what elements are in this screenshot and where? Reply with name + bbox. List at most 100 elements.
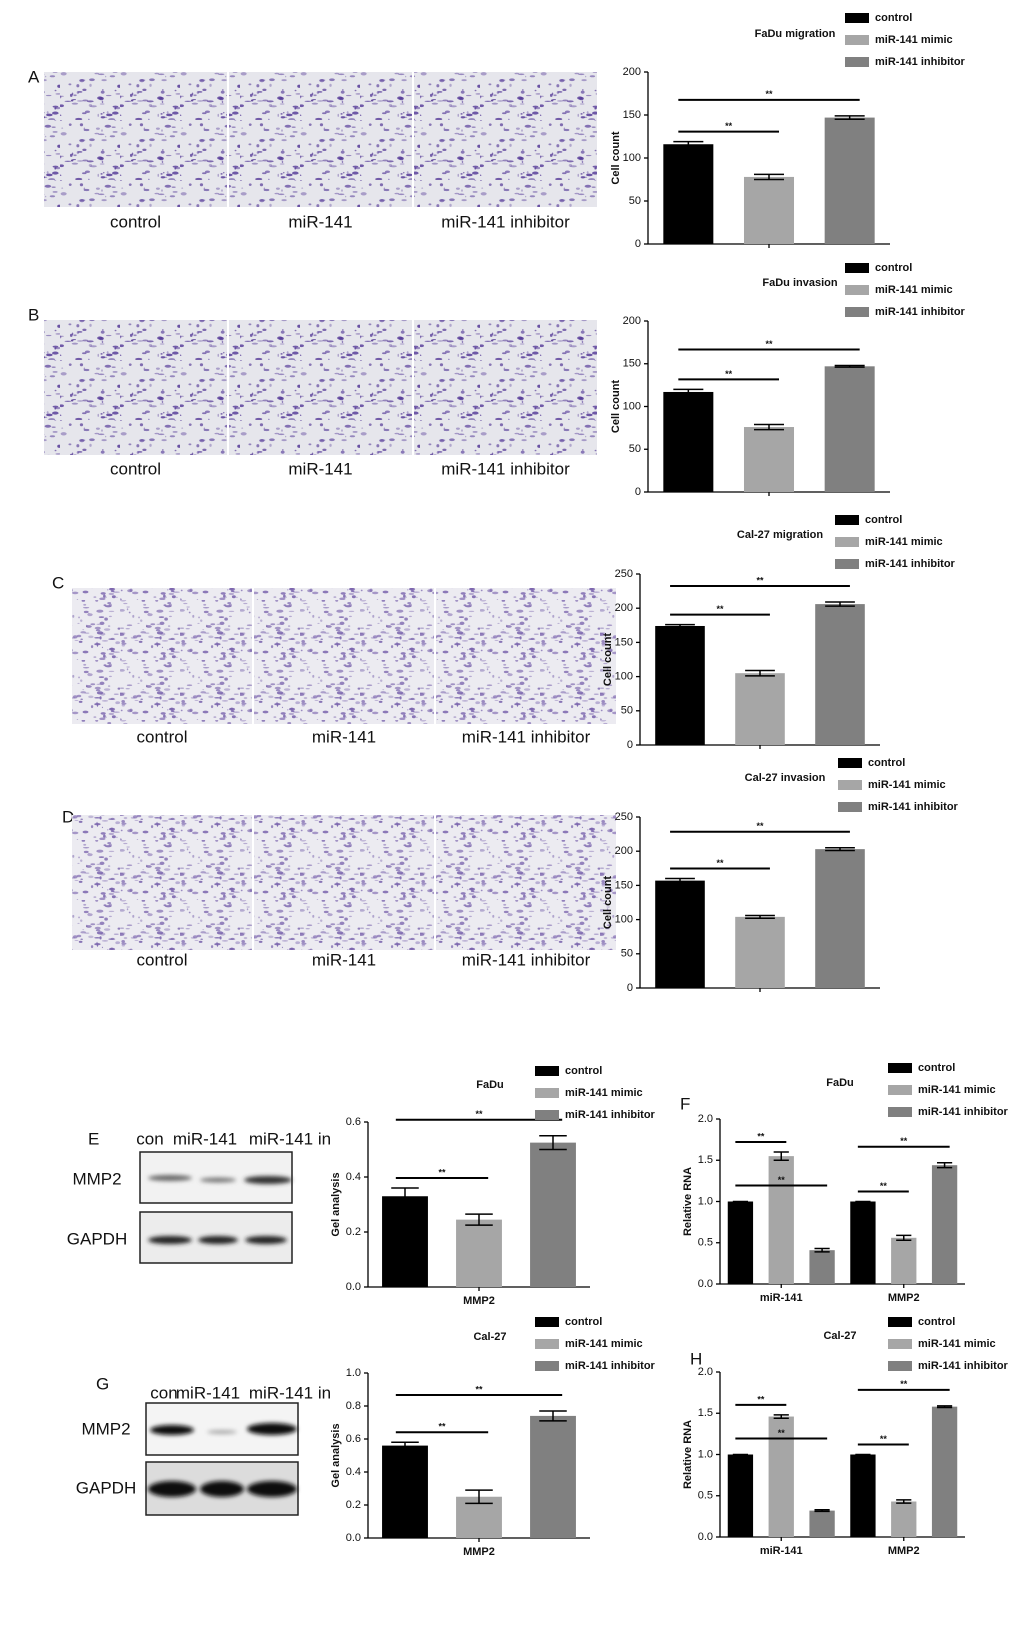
legend-swatch <box>888 1361 912 1371</box>
micrograph <box>44 72 227 207</box>
protein-label: GAPDH <box>76 1478 136 1497</box>
error-bar <box>896 1234 912 1242</box>
bar <box>655 625 705 745</box>
legend-label: miR-141 inhibitor <box>918 1360 1009 1372</box>
x-tick-label: MMP2 <box>463 1546 495 1558</box>
y-tick-label: 150 <box>623 109 641 121</box>
significance-label: ** <box>438 1422 446 1432</box>
legend-swatch <box>838 802 862 812</box>
error-bar <box>673 388 704 396</box>
legend-label: miR-141 mimic <box>868 779 946 791</box>
micrograph <box>72 815 252 950</box>
panel-label: A <box>28 67 40 86</box>
y-tick-label: 200 <box>615 845 633 857</box>
y-axis-label: Relative RNA <box>682 1420 694 1489</box>
y-tick-label: 50 <box>629 443 641 455</box>
error-bar <box>391 1441 419 1450</box>
y-tick-label: 100 <box>615 914 633 926</box>
legend-swatch <box>845 13 869 23</box>
y-tick-label: 0.5 <box>698 1490 713 1502</box>
bar <box>931 1165 958 1284</box>
micrograph-label: control <box>136 727 187 746</box>
y-axis-label: Cell count <box>602 876 614 930</box>
y-tick-label: 200 <box>623 66 641 78</box>
bar <box>815 849 865 988</box>
y-tick-label: 0.6 <box>346 1433 361 1445</box>
lane-label: miR-141 <box>173 1129 237 1148</box>
significance-label: ** <box>778 1428 786 1438</box>
bar <box>850 1201 876 1284</box>
y-tick-label: 0.2 <box>346 1226 361 1238</box>
significance-label: ** <box>765 339 773 349</box>
micrograph-label: miR-141 inhibitor <box>441 212 570 231</box>
legend-swatch <box>535 1361 559 1371</box>
micrograph <box>229 72 412 207</box>
error-bar <box>665 877 695 884</box>
micrograph <box>436 815 616 950</box>
bar <box>456 1219 502 1287</box>
lane-label: con <box>150 1383 177 1402</box>
error-bar <box>391 1187 419 1206</box>
y-tick-label: 100 <box>623 152 641 164</box>
micrograph <box>414 72 597 207</box>
micrograph-label: miR-141 <box>288 212 352 231</box>
bar <box>530 1415 576 1538</box>
y-tick-label: 0 <box>635 486 641 498</box>
y-tick-label: 200 <box>615 602 633 614</box>
legend-label: control <box>865 514 902 526</box>
error-bar <box>773 1151 789 1161</box>
y-tick-label: 0.4 <box>346 1466 361 1478</box>
y-axis-label: Cell count <box>602 633 614 687</box>
legend-label: miR-141 inhibitor <box>565 1360 656 1372</box>
legend-swatch <box>838 780 862 790</box>
bar <box>735 916 785 988</box>
y-axis-label: Gel analysis <box>330 1423 342 1487</box>
y-tick-label: 1.0 <box>698 1448 713 1460</box>
y-axis-label: Relative RNA <box>682 1167 694 1236</box>
legend-label: control <box>918 1316 955 1328</box>
x-tick-label: miR-141 <box>760 1292 803 1304</box>
error-bar <box>773 1414 789 1419</box>
x-tick-label: MMP2 <box>463 1295 495 1307</box>
legend-label: control <box>868 757 905 769</box>
chart-title: Cal-27 <box>823 1330 856 1342</box>
error-bar <box>936 1405 953 1409</box>
y-tick-label: 100 <box>623 400 641 412</box>
bar <box>743 176 795 244</box>
legend-label: miR-141 inhibitor <box>875 306 966 318</box>
significance-label: ** <box>438 1167 446 1177</box>
legend-swatch <box>835 559 859 569</box>
bar <box>530 1142 576 1287</box>
micrograph-label: miR-141 inhibitor <box>462 727 591 746</box>
y-tick-label: 1.5 <box>698 1407 713 1419</box>
error-bar <box>834 115 865 121</box>
panel-label: G <box>96 1374 109 1393</box>
y-tick-label: 250 <box>615 568 633 580</box>
significance-label: ** <box>880 1434 888 1444</box>
bar <box>824 366 875 492</box>
bar <box>891 1501 917 1537</box>
panel-label: E <box>88 1129 99 1148</box>
error-bar <box>745 669 775 677</box>
legend-swatch <box>535 1088 559 1098</box>
legend-label: miR-141 mimic <box>918 1338 996 1350</box>
error-bar <box>936 1161 953 1169</box>
y-tick-label: 150 <box>615 636 633 648</box>
significance-label: ** <box>778 1175 786 1185</box>
legend-swatch <box>845 285 869 295</box>
panel-label: C <box>52 573 64 592</box>
legend-swatch <box>888 1107 912 1117</box>
micrograph-label: miR-141 <box>312 727 376 746</box>
panel-label: B <box>28 305 39 324</box>
bar <box>809 1250 835 1284</box>
lane-label: con <box>136 1129 163 1148</box>
blot-g <box>145 1402 299 1516</box>
bar <box>663 391 714 492</box>
legend-label: miR-141 mimic <box>565 1338 643 1350</box>
legend-swatch <box>845 35 869 45</box>
y-tick-label: 0.0 <box>346 1281 361 1293</box>
bar <box>727 1454 754 1537</box>
y-tick-label: 1.5 <box>698 1154 713 1166</box>
y-axis-label: Cell count <box>610 380 622 434</box>
